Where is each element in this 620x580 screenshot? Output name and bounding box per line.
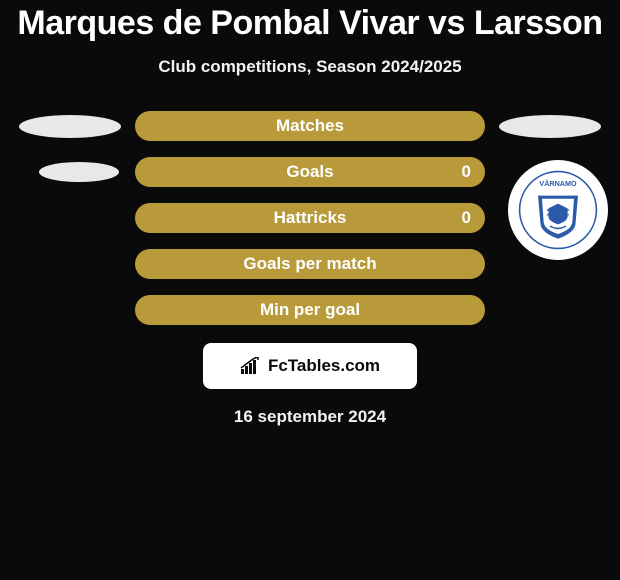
club-badge: VÄRNAMO xyxy=(508,160,608,260)
left-slot xyxy=(5,115,135,138)
stat-bar-matches: Matches xyxy=(135,111,485,141)
date-text: 16 september 2024 xyxy=(0,407,620,427)
stat-label: Goals per match xyxy=(243,254,376,274)
stat-label: Hattricks xyxy=(274,208,347,228)
page-title: Marques de Pombal Vivar vs Larsson xyxy=(0,4,620,43)
right-slot xyxy=(485,115,615,138)
player-left-ellipse-1 xyxy=(19,115,121,138)
club-badge-icon: VÄRNAMO xyxy=(518,170,598,250)
stat-bar-hattricks: Hattricks 0 xyxy=(135,203,485,233)
stat-value-right: 0 xyxy=(462,208,471,228)
stat-bar-goals: Goals 0 xyxy=(135,157,485,187)
chart-icon xyxy=(240,357,262,375)
stat-value-right: 0 xyxy=(462,162,471,182)
stat-row-mpg: Min per goal xyxy=(0,295,620,325)
branding-label: FcTables.com xyxy=(268,356,380,376)
left-slot xyxy=(5,162,135,182)
stat-bar-mpg: Min per goal xyxy=(135,295,485,325)
player-left-ellipse-2 xyxy=(39,162,119,182)
player-right-ellipse-1 xyxy=(499,115,601,138)
stat-label: Min per goal xyxy=(260,300,360,320)
svg-text:VÄRNAMO: VÄRNAMO xyxy=(539,179,577,188)
stat-label: Matches xyxy=(276,116,344,136)
stat-row-matches: Matches xyxy=(0,111,620,141)
stat-row-gpm: Goals per match xyxy=(0,249,620,279)
branding-content: FcTables.com xyxy=(240,356,380,376)
root-container: Marques de Pombal Vivar vs Larsson Club … xyxy=(0,0,620,427)
branding-box[interactable]: FcTables.com xyxy=(203,343,417,389)
stat-label: Goals xyxy=(286,162,333,182)
subtitle: Club competitions, Season 2024/2025 xyxy=(0,57,620,77)
stat-bar-gpm: Goals per match xyxy=(135,249,485,279)
